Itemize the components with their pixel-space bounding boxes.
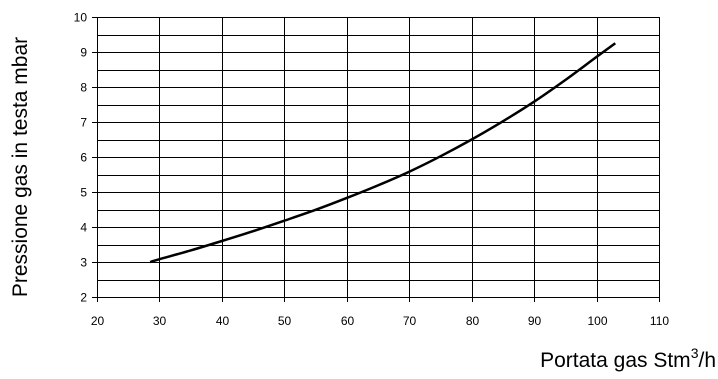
x-tick-label: 40	[216, 314, 230, 328]
x-tick-label: 100	[587, 314, 607, 328]
x-tick-label: 30	[153, 314, 167, 328]
y-tick-labels: 2 3 4 5 6 7 8 9 10	[74, 11, 97, 305]
plot-frame	[97, 17, 660, 298]
y-tick-label: 9	[80, 46, 87, 60]
y-tick-label: 2	[80, 291, 87, 305]
x-tick-label: 90	[528, 314, 542, 328]
x-tick-label: 60	[341, 314, 355, 328]
x-tick-label: 70	[403, 314, 417, 328]
x-tick-label: 110	[650, 314, 669, 328]
y-tick-label: 4	[80, 221, 87, 235]
axis-titles: Pressione gas in testa mbar Portata gas …	[9, 37, 716, 372]
series-lines	[149, 42, 617, 264]
pressure-flow-curve	[149, 42, 617, 264]
x-tick-label: 20	[91, 314, 105, 328]
x-tick-label: 50	[278, 314, 292, 328]
plot-border	[97, 17, 660, 298]
x-axis-title: Portata gas Stm3/h	[540, 345, 716, 372]
x-axis-title-superscript: 3	[691, 345, 699, 361]
y-tick-label: 10	[74, 11, 88, 25]
y-tick-label: 3	[80, 256, 87, 270]
x-axis-title-main: Portata gas Stm	[540, 349, 691, 372]
y-tick-label: 5	[80, 186, 87, 200]
y-tick-label: 6	[80, 151, 87, 165]
x-tick-labels: 20 30 40 50 60 70 80 90 100 110	[91, 297, 669, 328]
y-axis-title: Pressione gas in testa mbar	[9, 37, 32, 297]
x-tick-label: 80	[466, 314, 480, 328]
y-tick-label: 7	[80, 116, 87, 130]
x-axis-title-suffix: /h	[698, 349, 716, 372]
y-tick-label: 8	[80, 81, 87, 95]
grid-lines	[97, 17, 660, 298]
